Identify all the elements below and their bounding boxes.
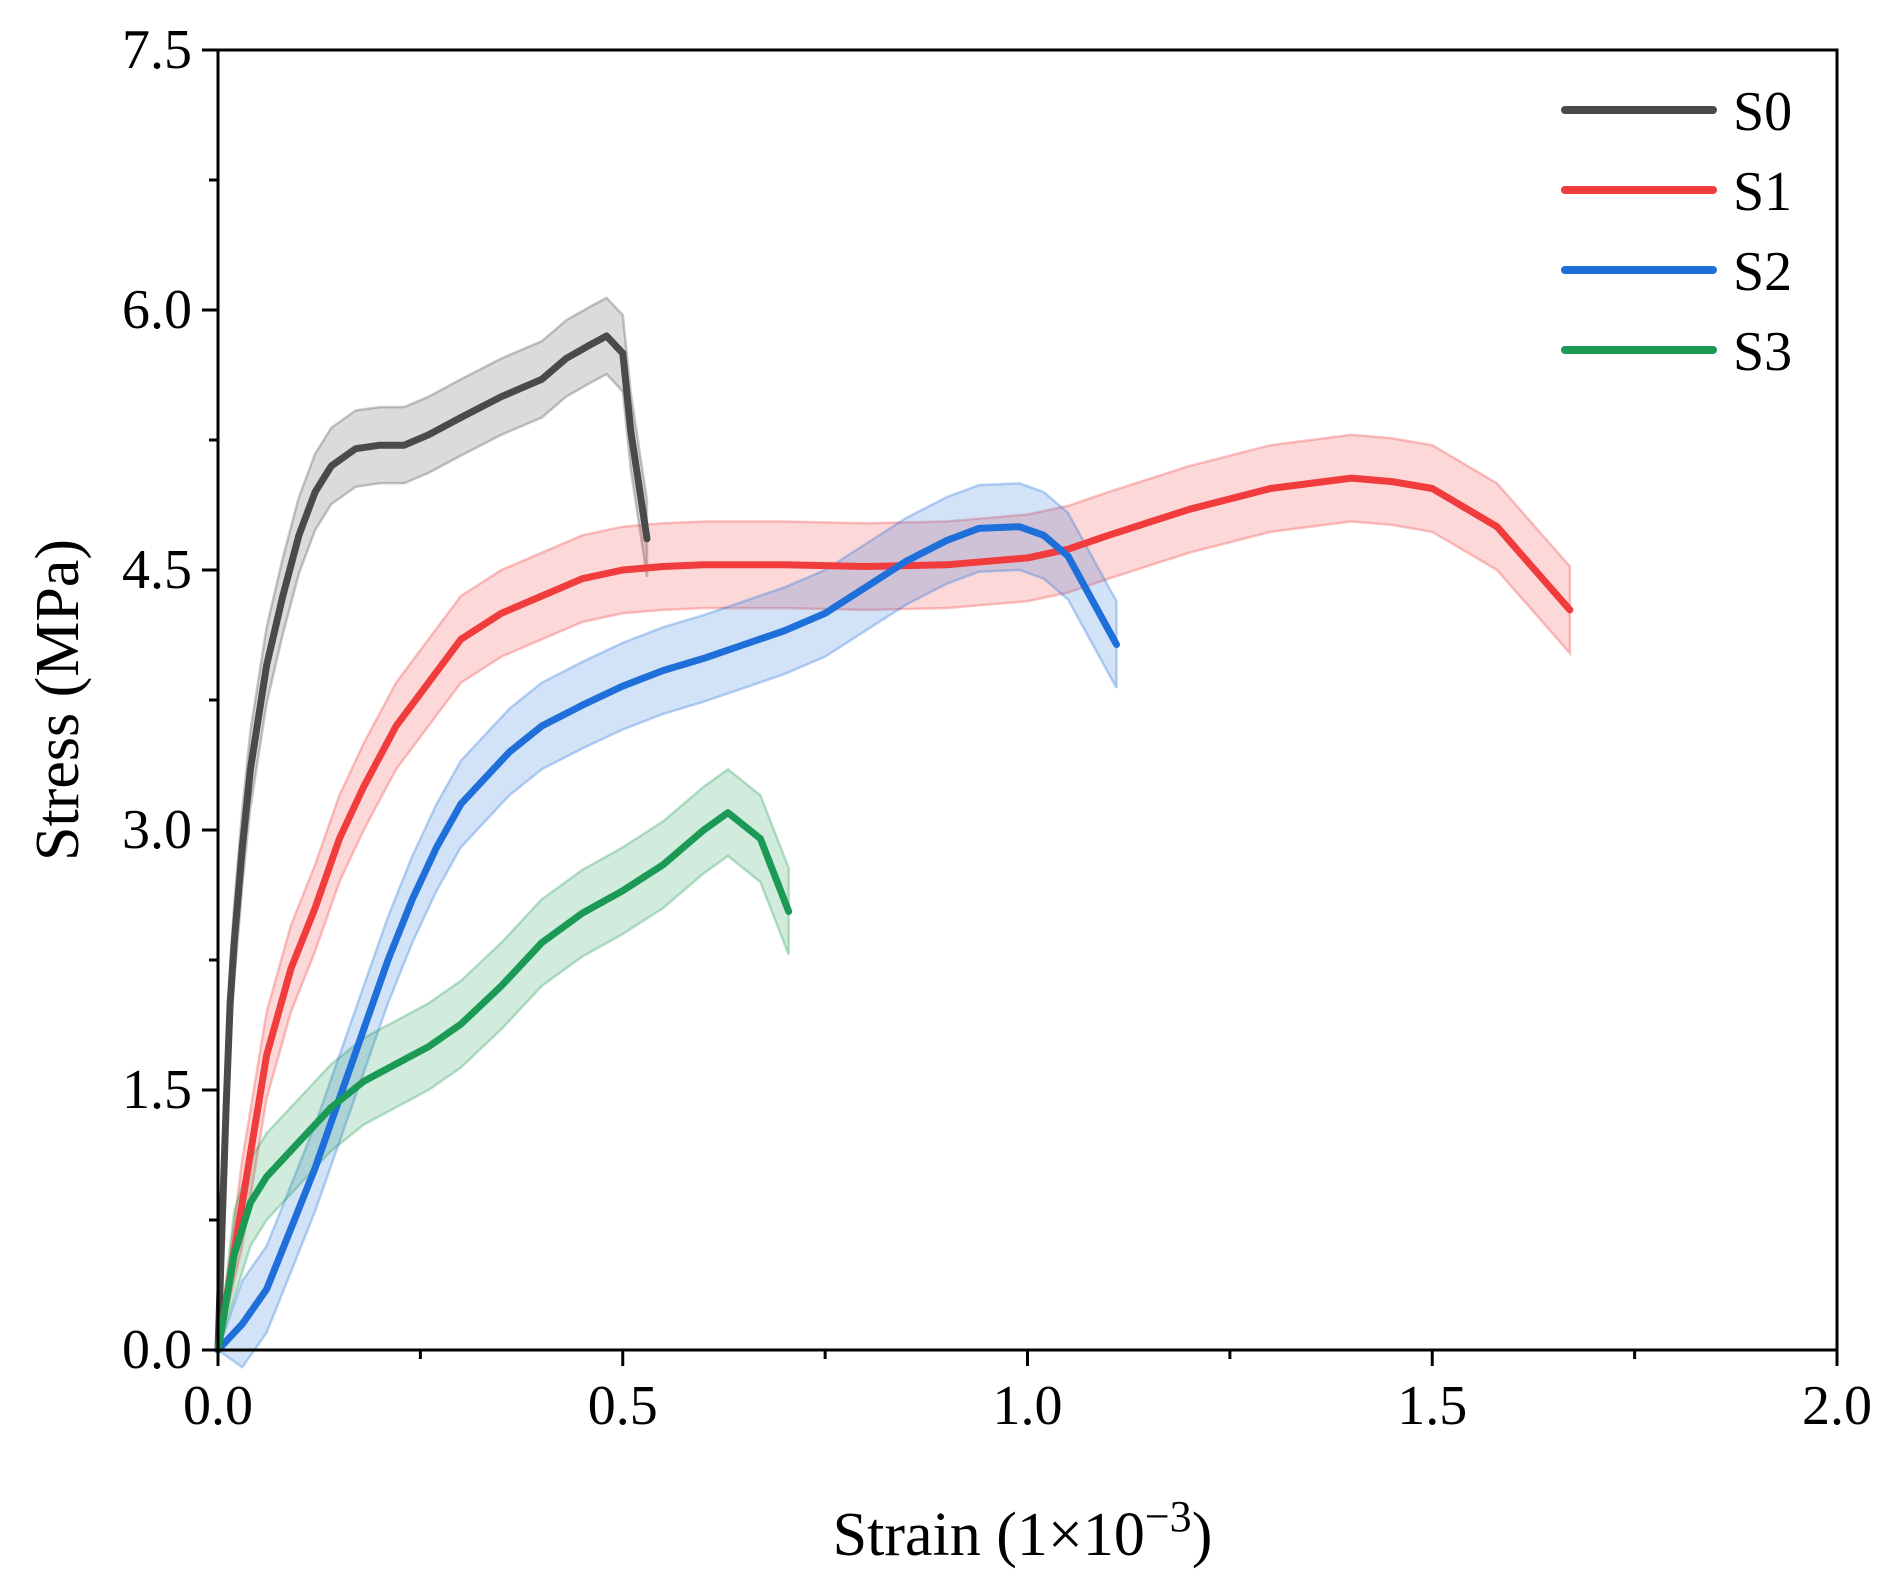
x-axis-title-exponent: −3: [1145, 1492, 1192, 1541]
line-s0: [214, 332, 651, 1354]
y-tick-label: 4.5: [122, 539, 192, 601]
x-axis-title-text: Strain (1×10: [833, 1501, 1145, 1569]
legend-label-s3: S3: [1733, 321, 1792, 383]
confidence-bands: [216, 296, 1572, 1370]
y-tick-label: 7.5: [122, 19, 192, 81]
series-lines: [214, 332, 1574, 1354]
x-tick-labels: 0.0 0.5 1.0 1.5 2.0: [183, 1375, 1872, 1437]
line-s1: [214, 474, 1574, 1354]
x-tick-label: 0.0: [183, 1375, 253, 1437]
axis-ticks: [202, 48, 1839, 1366]
x-tick-label: 1.0: [993, 1375, 1063, 1437]
x-tick-label: 1.5: [1397, 1375, 1467, 1437]
band-s3: [216, 767, 790, 1351]
x-tick-label: 0.5: [588, 1375, 658, 1437]
x-axis-title: Strain (1×10−3): [833, 1492, 1213, 1569]
legend-label-s2: S2: [1733, 241, 1792, 303]
plot-frame: [216, 48, 1839, 1352]
y-tick-label: 3.0: [122, 799, 192, 861]
x-axis-title-close: ): [1192, 1501, 1213, 1569]
legend-label-s0: S0: [1733, 81, 1792, 143]
legend: S0 S1 S2 S3: [1561, 81, 1792, 383]
line-s3: [214, 809, 793, 1354]
y-tick-label: 0.0: [122, 1319, 192, 1381]
band-s2: [216, 482, 1118, 1370]
y-tick-label: 6.0: [122, 279, 192, 341]
x-tick-label: 2.0: [1802, 1375, 1872, 1437]
legend-label-s1: S1: [1733, 161, 1792, 223]
line-s2: [214, 523, 1120, 1354]
y-tick-labels: 0.0 1.5 3.0 4.5 6.0 7.5: [122, 19, 192, 1381]
y-axis-title: Stress (MPa): [24, 539, 92, 861]
y-tick-label: 1.5: [122, 1059, 192, 1121]
